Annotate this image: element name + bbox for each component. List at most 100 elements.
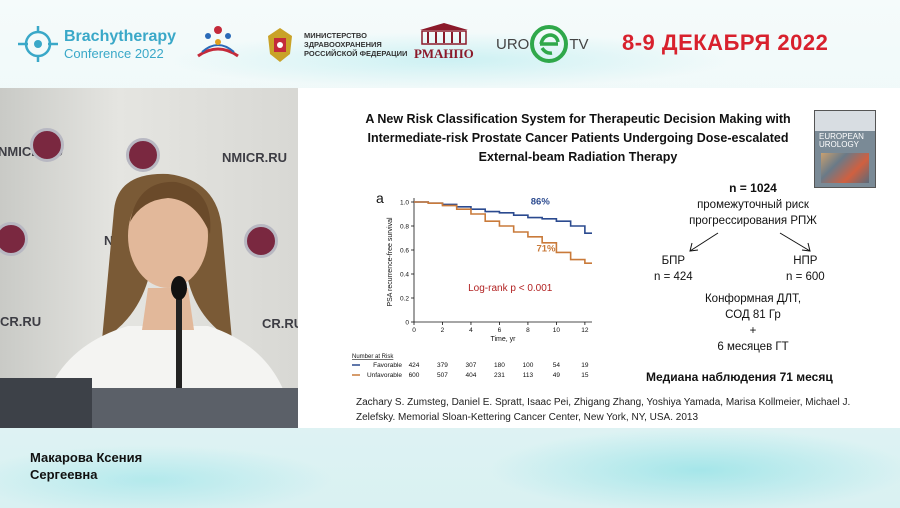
risk-table-title: Number at Risk: [352, 354, 394, 360]
journal-cover-top: [815, 111, 875, 131]
risk-row-value: 231: [494, 372, 505, 379]
chart-annotation: Log-rank p < 0.001: [468, 283, 553, 294]
ministry-logo: МИНИСТЕРСТВО ЗДРАВООХРАНЕНИЯ РОССИЙСКОЙ …: [262, 24, 407, 64]
journal-title-line-1: EUROPEAN: [819, 132, 864, 141]
speaker-name: Макарова Ксения Сергеевна: [30, 450, 142, 484]
risk-row-value: 307: [466, 362, 477, 369]
uro-e-icon: [530, 25, 569, 63]
brachytherapy-title: Brachytherapy: [64, 27, 177, 45]
dna-logo: [192, 22, 244, 62]
brachytherapy-logo: Brachytherapy Conference 2022: [18, 24, 176, 64]
wall-text: NMICR.RU: [222, 150, 287, 165]
branch-arrows: [689, 232, 811, 252]
citation: Zachary S. Zumsteg, Daniel E. Spratt, Is…: [356, 397, 851, 423]
survival-chart: a PSA recurrence-free survival Time, yr …: [352, 190, 592, 379]
risk-line-2: прогрессирования РПЖ: [689, 214, 817, 227]
rmanpo-logo: РМАНПО: [414, 22, 474, 62]
treatment-line-2: СОД 81 Гр: [725, 309, 781, 322]
speaker-video: NMICR.RU NMICR.RU CR.RU NMIC CR.RU: [0, 88, 298, 428]
x-tick-label: 8: [526, 327, 530, 334]
risk-row-name: Unfavorable: [367, 372, 402, 379]
nmicr-logo-icon: [30, 128, 64, 162]
risk-row-value: 379: [437, 362, 448, 369]
y-tick-label: 0: [405, 320, 409, 327]
tv-text: TV: [569, 35, 589, 53]
series-label-favorable: 86%: [531, 196, 551, 207]
bpr-label: БПР: [661, 254, 686, 267]
y-tick-label: 0.8: [400, 224, 409, 231]
slide-title-line-3: External-beam Radiation Therapy: [478, 149, 678, 164]
journal-cover: EUROPEAN UROLOGY: [814, 110, 876, 188]
study-summary: n = 1024 промежуточный риск прогрессиров…: [628, 180, 878, 355]
risk-row-value: 54: [553, 362, 561, 369]
risk-line-1: промежуточный риск: [697, 198, 809, 211]
series-line-favorable: [414, 201, 592, 234]
risk-row-value: 424: [409, 362, 420, 369]
series-line-unfavorable: [414, 201, 592, 264]
journal-cover-image: [821, 153, 869, 183]
treatment-plus: +: [749, 325, 757, 338]
slide-title: A New Risk Classification System for The…: [358, 110, 798, 166]
nmicr-logo-icon: [0, 222, 28, 256]
treatment-info: Конформная ДЛТ, СОД 81 Гр + 6 месяцев ГТ: [628, 291, 878, 355]
conference-header: Brachytherapy Conference 2022 МИНИСТЕРСТ…: [0, 0, 900, 88]
ministry-line-3: РОССИЙСКОЙ ФЕДЕРАЦИИ: [304, 48, 408, 58]
risk-row-value: 600: [409, 372, 420, 379]
journal-title-line-2: UROLOGY: [819, 140, 860, 149]
risk-row-name: Favorable: [373, 362, 402, 369]
y-tick-label: 0.2: [400, 296, 409, 303]
building-icon: [419, 23, 468, 45]
wall-text: CR.RU: [262, 316, 298, 331]
chart-y-axis-label: PSA recurrence-free survival: [387, 217, 394, 307]
y-tick-label: 0.4: [400, 272, 409, 279]
risk-row-value: 404: [466, 372, 477, 379]
npr-count: n = 600: [786, 271, 825, 284]
ministry-line-1: МИНИСТЕРСТВО: [304, 30, 367, 40]
bpr-group: БПР n = 424: [654, 253, 693, 285]
nmicr-logo-icon: [244, 224, 278, 258]
x-tick-label: 6: [498, 327, 502, 334]
x-tick-label: 12: [581, 327, 589, 334]
chart-panel-label: a: [376, 190, 384, 206]
speaker-name-line-1: Макарова Ксения: [30, 450, 143, 465]
treatment-line-3: 6 месяцев ГТ: [717, 341, 789, 354]
rmanpo-text: РМАНПО: [414, 46, 474, 61]
x-tick-label: 4: [469, 327, 473, 334]
wall-text: CR.RU: [0, 314, 42, 329]
risk-row-value: 49: [553, 372, 561, 379]
risk-row-value: 15: [581, 372, 589, 379]
nmicr-logo-icon: [126, 138, 160, 172]
crosshair-icon: [18, 26, 58, 62]
laptop: [0, 378, 92, 428]
uro-tv-logo: URO TV: [496, 24, 589, 64]
risk-branches: БПР n = 424 НПР n = 600: [628, 229, 878, 289]
npr-label: НПР: [793, 254, 818, 267]
median-follow-up: Медиана наблюдения 71 месяц: [646, 370, 833, 384]
speaker-name-line-2: Сергеевна: [30, 466, 98, 482]
risk-row-value: 180: [494, 362, 505, 369]
dna-icon: [197, 26, 239, 58]
risk-row-value: 507: [437, 372, 448, 379]
total-patients: n = 1024: [729, 181, 777, 195]
treatment-line-1: Конформная ДЛТ,: [704, 292, 802, 305]
chart-x-axis-label: Time, yr: [490, 336, 516, 343]
series-label-unfavorable: 71%: [536, 244, 556, 255]
x-tick-label: 0: [412, 327, 416, 334]
eagle-emblem-icon: [268, 28, 292, 62]
presentation-slide: A New Risk Classification System for The…: [298, 88, 900, 428]
conference-subtitle: Conference 2022: [64, 45, 164, 61]
npr-group: НПР n = 600: [786, 253, 825, 285]
uro-text: URO: [496, 35, 530, 53]
y-tick-label: 1.0: [400, 200, 409, 207]
risk-row-value: 113: [523, 372, 534, 379]
conference-date: 8-9 ДЕКАБРЯ 2022: [622, 30, 829, 55]
slide-title-line-2: Intermediate-risk Prostate Cancer Patien…: [367, 130, 789, 145]
bpr-count: n = 424: [654, 271, 693, 284]
risk-row-value: 100: [522, 362, 533, 369]
risk-row-value: 19: [581, 362, 589, 369]
ministry-line-2: ЗДРАВООХРАНЕНИЯ: [304, 39, 382, 49]
x-tick-label: 10: [553, 327, 561, 334]
y-tick-label: 0.6: [400, 248, 409, 255]
journal-title: EUROPEAN UROLOGY: [819, 133, 864, 149]
slide-title-line-1: A New Risk Classification System for The…: [365, 112, 791, 126]
